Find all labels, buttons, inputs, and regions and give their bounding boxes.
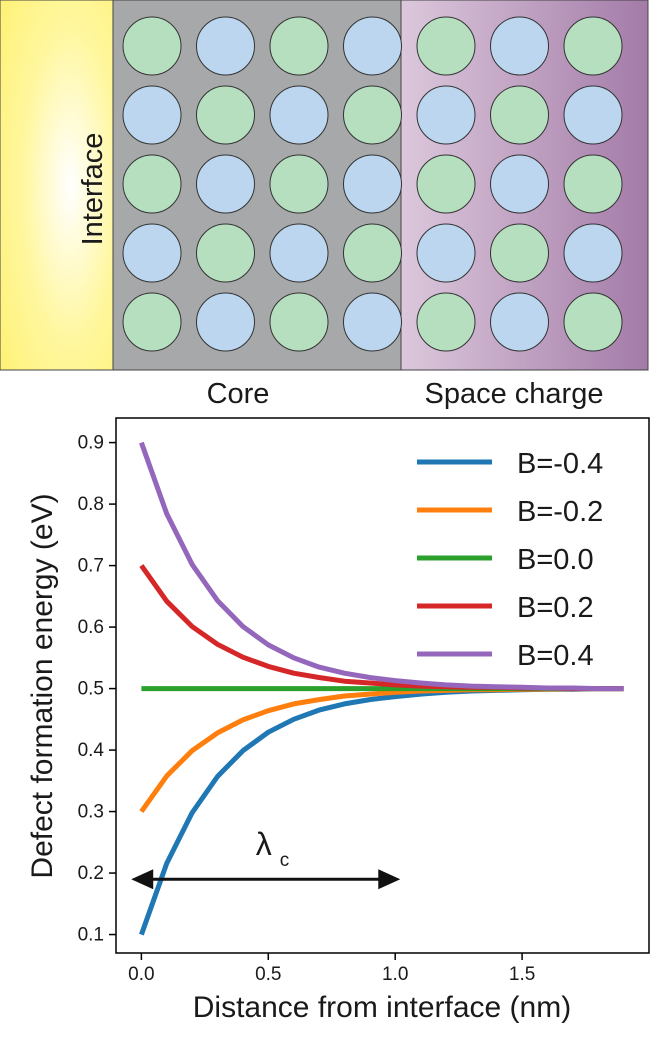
y-tick-label: 0.9	[78, 433, 104, 454]
atom-green	[269, 154, 329, 214]
atom-green	[122, 154, 182, 214]
atom-green	[563, 154, 623, 214]
atom-blue	[196, 292, 255, 352]
arrow-head-left	[131, 869, 154, 890]
atom-green	[269, 16, 329, 76]
series-lines	[139, 441, 624, 936]
x-tick-label: 1.0	[382, 964, 408, 985]
atom-green	[343, 223, 402, 283]
legend: B=-0.4 B=-0.2 B=0.0 B=0.2 B=0.4	[417, 448, 603, 672]
series-line-B=-0.2	[139, 686, 624, 814]
atom-green	[563, 292, 623, 352]
atom-green	[490, 223, 549, 283]
atom-blue	[122, 223, 182, 283]
atom-blue	[343, 154, 402, 214]
y-tick-label: 0.1	[78, 925, 104, 946]
atom-blue	[416, 85, 476, 145]
x-tick-label: 1.5	[509, 964, 535, 985]
atom-green	[343, 85, 402, 145]
atom-blue	[269, 85, 329, 145]
atom-blue	[416, 223, 476, 283]
atom-lattice	[122, 16, 623, 352]
atom-green	[490, 85, 549, 145]
atom-green	[269, 292, 329, 352]
series-line-B=0.4	[139, 441, 624, 692]
y-axis-label: Defect formation energy (eV)	[26, 493, 59, 878]
y-axis: 0.1 0.2 0.3 0.4 0.5 0.6 0.7 0.8 0.9	[78, 433, 116, 946]
crystal-schematic: Interface Core Space charge	[0, 0, 649, 410]
y-tick-label: 0.6	[78, 617, 104, 638]
x-axis-label: Distance from interface (nm)	[193, 991, 571, 1024]
legend-label: B=0.4	[517, 640, 594, 672]
atom-green	[196, 85, 255, 145]
core-label: Core	[207, 378, 270, 410]
atom-blue	[563, 223, 623, 283]
atom-blue	[563, 85, 623, 145]
legend-label: B=-0.4	[517, 448, 603, 480]
atom-blue	[343, 292, 402, 352]
lambda-subscript: c	[280, 850, 290, 871]
atom-green	[563, 16, 623, 76]
y-tick-label: 0.8	[78, 494, 104, 515]
legend-label: B=0.0	[517, 544, 594, 576]
y-tick-label: 0.3	[78, 802, 104, 823]
series-line-B=-0.4	[139, 686, 624, 936]
space-charge-label: Space charge	[425, 378, 604, 410]
atom-blue	[196, 154, 255, 214]
atom-green	[416, 154, 476, 214]
atom-blue	[490, 16, 549, 76]
x-axis: 0.0 0.5 1.0 1.5	[128, 953, 535, 985]
x-tick-label: 0.0	[128, 964, 154, 985]
plot-frame	[115, 417, 650, 954]
atom-blue	[343, 16, 402, 76]
atom-blue	[269, 223, 329, 283]
atom-blue	[196, 16, 255, 76]
y-tick-label: 0.5	[78, 679, 104, 700]
legend-label: B=0.2	[517, 592, 594, 624]
y-tick-label: 0.7	[78, 556, 104, 577]
arrow-head-right	[378, 869, 401, 890]
interface-label: Interface	[77, 133, 109, 246]
y-tick-label: 0.4	[78, 740, 105, 761]
legend-label: B=-0.2	[517, 496, 603, 528]
energy-chart: 0.0 0.5 1.0 1.5 0.1 0.2 0.3 0.4 0.5 0.6 0.7 0.8 0.9…	[26, 417, 650, 1024]
interface-region	[0, 0, 114, 371]
atom-green	[122, 16, 182, 76]
y-tick-label: 0.2	[78, 863, 104, 884]
x-tick-label: 0.5	[255, 964, 281, 985]
atom-blue	[490, 154, 549, 214]
atom-blue	[490, 292, 549, 352]
atom-green	[196, 223, 255, 283]
atom-green	[122, 292, 182, 352]
lambda-label: λ	[256, 826, 272, 862]
atom-blue	[122, 85, 182, 145]
atom-green	[416, 16, 476, 76]
atom-green	[416, 292, 476, 352]
